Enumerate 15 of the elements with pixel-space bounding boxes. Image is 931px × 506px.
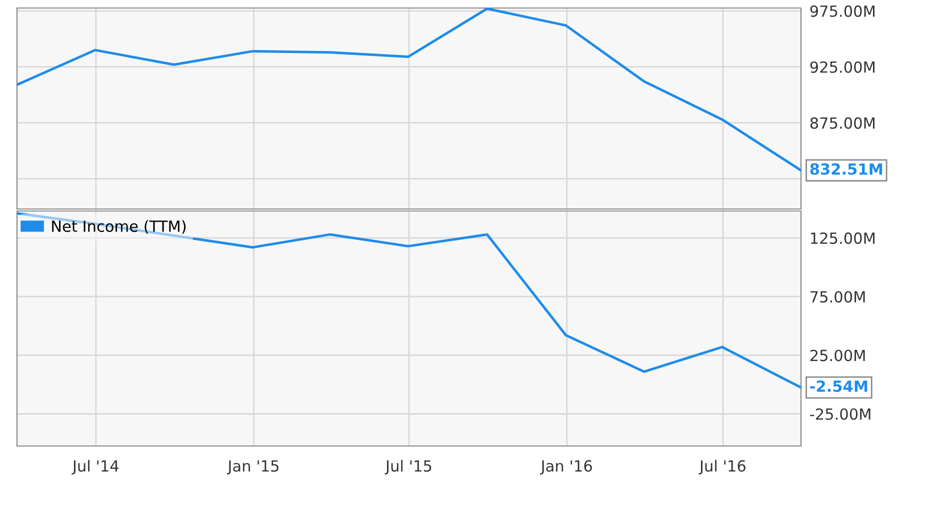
y-tick-label: 875.00M bbox=[810, 117, 874, 129]
y-tick-label: -25.00M bbox=[810, 408, 870, 420]
y-tick-label: 75.00M bbox=[810, 291, 865, 303]
x-tick-label: Jan '15 bbox=[226, 460, 278, 475]
data-label: -2.54M bbox=[810, 380, 868, 392]
y-tick-label: 975.00M bbox=[810, 5, 874, 17]
x-tick-label: Jan '16 bbox=[540, 460, 592, 475]
legend-label: Net Income (TTM) bbox=[52, 220, 186, 234]
data-label: 832.51M bbox=[810, 163, 882, 175]
y-tick-label: 925.00M bbox=[810, 61, 874, 73]
x-tick-label: Jul '16 bbox=[698, 460, 746, 475]
y-tick-label: 25.00M bbox=[810, 350, 865, 362]
x-tick-label: Jul '15 bbox=[384, 460, 432, 475]
x-tick-label: Jul '14 bbox=[72, 460, 119, 475]
y-tick-label: 125.00M bbox=[811, 232, 874, 244]
